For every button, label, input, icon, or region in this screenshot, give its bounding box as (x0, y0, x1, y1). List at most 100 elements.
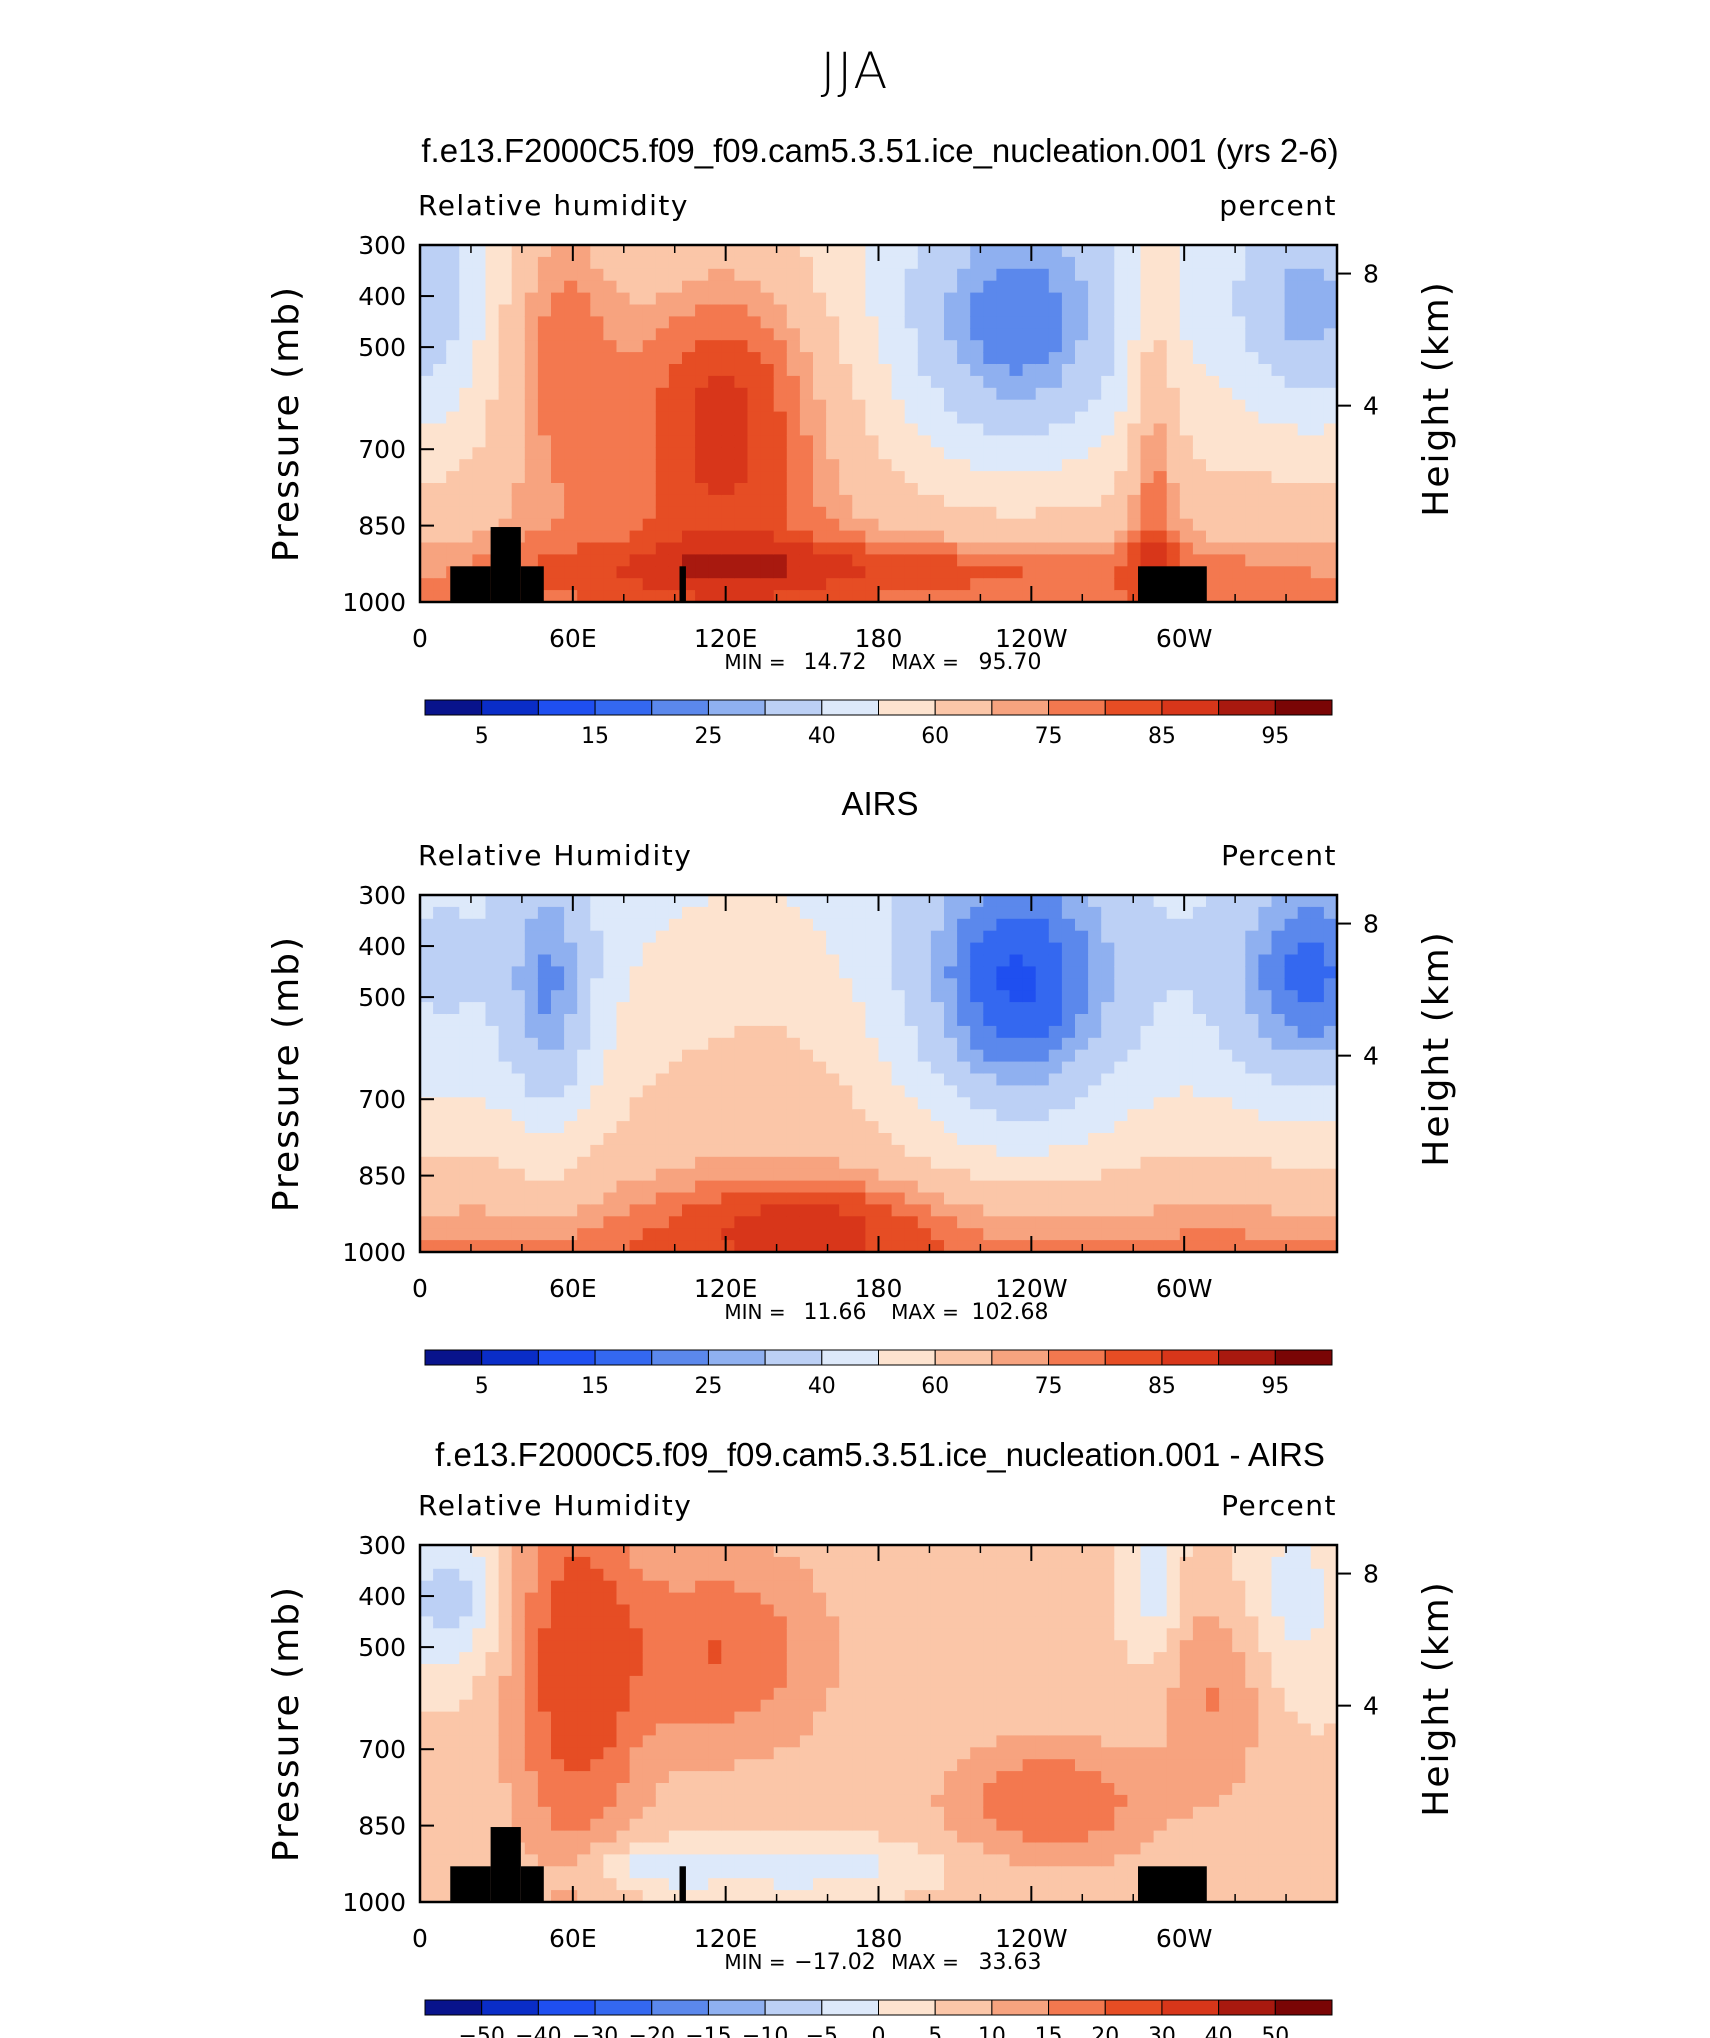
field-cell (786, 1133, 801, 1146)
field-cell (603, 895, 618, 908)
field-cell (1219, 966, 1233, 979)
field-cell (878, 1014, 893, 1027)
field-cell (1022, 316, 1037, 329)
field-cell (472, 1121, 487, 1134)
field-cell (668, 1711, 683, 1725)
field-cell (629, 1830, 644, 1844)
field-cell (446, 1073, 460, 1086)
field-cell (1323, 423, 1338, 436)
field-cell (1284, 966, 1299, 979)
field-cell (944, 918, 958, 932)
field-cell (564, 1037, 578, 1051)
field-cell (970, 245, 984, 258)
field-cell (1048, 506, 1063, 520)
field-cell (1048, 1216, 1063, 1229)
field-cell (930, 292, 945, 306)
field-cell (1323, 1073, 1338, 1086)
field-cell (930, 966, 945, 979)
field-cell (760, 1049, 775, 1063)
field-cell (1166, 1049, 1181, 1063)
field-cell (668, 483, 683, 496)
field-cell (1219, 542, 1233, 555)
field-cell (603, 1842, 618, 1855)
field-cell (799, 566, 814, 579)
field-cell (642, 1616, 657, 1629)
field-cell (1206, 1049, 1220, 1063)
field-cell (485, 1168, 500, 1182)
field-cell (839, 435, 853, 448)
field-cell (590, 494, 604, 508)
field-cell (564, 435, 578, 448)
field-cell (537, 280, 552, 294)
field-cell (1088, 1156, 1102, 1170)
field-cell (813, 340, 827, 353)
field-cell (1075, 423, 1089, 436)
field-cell (904, 1216, 919, 1229)
field-cell (537, 1228, 552, 1241)
field-cell (1284, 399, 1299, 413)
field-cell (459, 364, 473, 377)
field-cell (511, 1687, 526, 1701)
field-cell (891, 566, 906, 579)
field-cell (865, 978, 880, 991)
colorbar-label: 75 (1035, 724, 1063, 749)
field-cell (1009, 930, 1024, 944)
field-cell (944, 990, 958, 1003)
min-value: 11.66 (804, 1300, 867, 1325)
field-cell (996, 990, 1011, 1003)
field-cell (878, 590, 893, 603)
field-cell (852, 1085, 866, 1098)
field-cell (826, 352, 840, 365)
field-cell (1061, 1156, 1076, 1170)
field-cell (695, 1228, 709, 1241)
field-cell (1114, 459, 1128, 472)
field-cell (1009, 268, 1024, 282)
field-cell (1206, 423, 1220, 436)
field-cell (446, 1228, 460, 1241)
field-cell (865, 1025, 880, 1039)
field-cell (551, 1580, 565, 1594)
field-cell (655, 954, 670, 967)
field-cell (485, 1783, 500, 1796)
field-cell (433, 1842, 447, 1855)
field-cell (1297, 1216, 1312, 1229)
field-cell (1127, 256, 1142, 270)
field-cell (433, 554, 447, 567)
field-cell (944, 590, 958, 603)
field-cell (1140, 1025, 1155, 1039)
field-cell (1179, 1049, 1194, 1063)
field-cell (708, 554, 722, 567)
field-cell (1258, 1097, 1273, 1110)
field-cell (904, 375, 919, 389)
field-cell (1219, 1192, 1233, 1205)
field-cell (865, 256, 880, 270)
field-cell (826, 578, 840, 591)
field-cell (1048, 930, 1063, 944)
field-cell (839, 399, 853, 413)
field-cell (983, 1097, 997, 1110)
field-cell (1088, 1228, 1102, 1241)
field-cell (1179, 1002, 1194, 1015)
field-cell (1258, 1073, 1273, 1086)
field-cell (944, 930, 958, 944)
field-cell (1271, 990, 1286, 1003)
field-cell (459, 518, 473, 532)
field-cell (917, 990, 932, 1003)
field-cell (1061, 518, 1076, 532)
field-cell (603, 340, 618, 353)
field-cell (577, 280, 591, 294)
field-cell (1088, 554, 1102, 567)
field-cell (1192, 494, 1207, 508)
field-cell (472, 1842, 487, 1855)
field-cell (1323, 1204, 1338, 1217)
field-cell (996, 340, 1011, 353)
field-cell (1061, 1037, 1076, 1051)
field-cell (1127, 1180, 1142, 1194)
field-cell (472, 245, 487, 258)
field-cell (472, 1014, 487, 1027)
field-cell (629, 1878, 644, 1891)
field-cell (1035, 316, 1050, 329)
field-cell (642, 590, 657, 603)
field-cell (537, 328, 552, 341)
field-cell (446, 352, 460, 365)
